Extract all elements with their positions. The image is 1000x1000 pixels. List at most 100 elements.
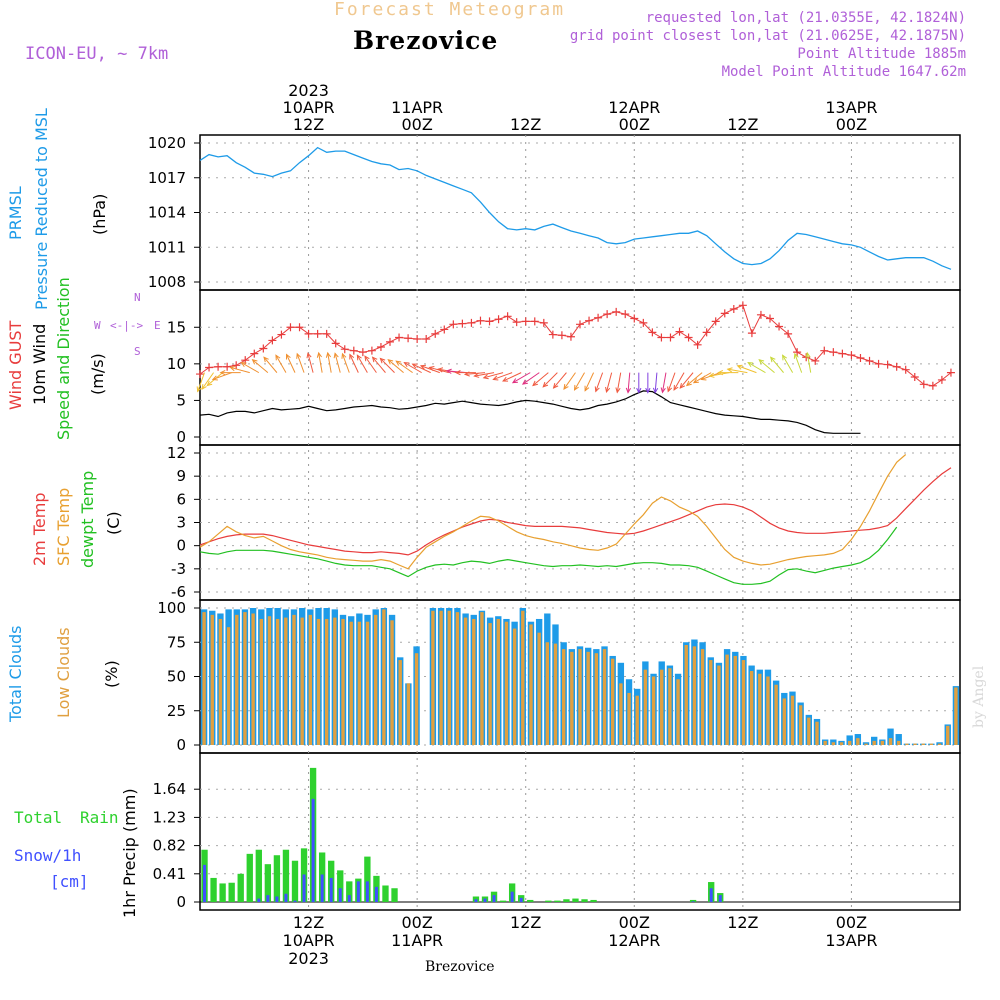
low-cloud-bar: [937, 743, 942, 745]
snow-bar: [311, 798, 315, 902]
gust-marker: [422, 334, 431, 343]
low-cloud-bar: [929, 743, 934, 745]
wind-arrow-head: [521, 379, 528, 385]
gust-marker: [811, 356, 820, 365]
gust-marker: [440, 325, 449, 334]
gust-marker: [322, 329, 331, 338]
model-altitude: Model Point Altitude 1647.62m: [721, 64, 966, 80]
y-tick-label: 1008: [148, 273, 186, 291]
rain-bar: [291, 860, 299, 902]
wind-gust-line: [199, 304, 952, 387]
gust-marker: [259, 344, 268, 353]
wind-direction-arrow: [737, 365, 757, 374]
wind-direction-arrow: [341, 353, 350, 373]
bottom-label: Brezovice: [425, 959, 495, 975]
low-cloud-bar: [692, 646, 697, 745]
gust-marker: [747, 329, 756, 338]
rain-bar: [346, 881, 353, 902]
wind-direction-arrow: [296, 353, 305, 373]
gust-marker: [494, 315, 503, 324]
wind-direction-arrow: [616, 372, 622, 393]
rain-bar: [228, 882, 235, 902]
gust-marker: [892, 362, 901, 371]
low-cloud-bar: [267, 616, 272, 745]
wind-arrow-head: [206, 380, 213, 387]
low-cloud-bar: [897, 740, 901, 745]
snow-bar: [709, 888, 713, 902]
gust-marker: [919, 380, 928, 389]
gust-marker: [313, 329, 322, 338]
low-cloud-bar: [382, 609, 386, 745]
low-cloud-bar: [447, 610, 451, 745]
y-tick-label: -6: [171, 583, 186, 601]
low-cloud-bar: [210, 614, 214, 745]
gust-marker: [386, 337, 394, 346]
y-tick-label: 0: [176, 893, 186, 911]
wind-direction-arrow: [395, 360, 413, 374]
wind-arrow-head: [700, 375, 707, 381]
rain-bar: [282, 849, 290, 902]
gust-marker: [639, 318, 648, 327]
rain-bar: [246, 853, 253, 902]
top-time-label: 00Z: [619, 115, 650, 134]
gust-marker: [603, 310, 612, 319]
wind-direction-arrow: [387, 359, 404, 374]
wind-arrow-head: [782, 354, 788, 361]
wind-direction-arrow: [327, 352, 332, 373]
wind-arrow-head: [793, 352, 799, 359]
y-tick-label: 5: [176, 391, 186, 409]
wind-arrow-head: [201, 383, 207, 390]
low-cloud-bar: [635, 695, 639, 745]
wind-arrow-head: [473, 372, 480, 378]
wind-direction-arrow: [782, 355, 794, 373]
gust-marker: [910, 373, 919, 382]
wind-arrow-head: [445, 368, 452, 374]
wind-direction-arrow: [230, 366, 250, 374]
wind-direction-arrow: [512, 372, 531, 384]
gust-marker: [793, 348, 802, 357]
low-cloud-bar: [406, 683, 411, 745]
low-cloud-bar: [292, 614, 296, 745]
wind-arrow-head: [573, 384, 579, 391]
wind-direction-arrow: [595, 372, 604, 392]
snow-bar: [257, 898, 261, 902]
gust-marker: [766, 314, 774, 323]
wind-direction-arrow: [404, 362, 422, 374]
gust-marker: [467, 318, 476, 327]
gust-marker: [340, 345, 349, 354]
snow-bar: [492, 895, 496, 902]
rain-bar: [572, 898, 579, 902]
wind-direction-arrow: [307, 353, 314, 373]
wind-direction-arrow: [673, 372, 685, 391]
low-cloud-bar: [316, 618, 321, 745]
top-time-label: 13APR: [825, 98, 877, 117]
snow-bar: [275, 896, 279, 902]
wind-arrow-head: [356, 354, 362, 361]
pressure-line: [199, 146, 952, 270]
top-time-label: 12Z: [293, 115, 324, 134]
gust-marker: [865, 356, 874, 365]
rain-bar: [237, 873, 244, 902]
snow-bar: [203, 864, 207, 902]
gust-marker: [286, 323, 295, 332]
gust-marker: [566, 332, 575, 341]
bottom-time-label: 10APR: [283, 931, 335, 950]
gust-marker: [729, 304, 738, 313]
bottom-time-label: 2023: [288, 949, 329, 968]
model-label: ICON-EU, ~ 7km: [25, 44, 169, 64]
gust-marker: [205, 363, 214, 372]
bottom-time-label: 00Z: [619, 913, 650, 932]
wind-arrow-head: [625, 387, 632, 394]
wind-arrow-head: [511, 378, 518, 384]
low-cloud-bar: [823, 740, 827, 745]
rain-bar: [499, 900, 507, 902]
wind-arrow-head: [769, 356, 776, 363]
snow-bar: [284, 893, 288, 902]
wind-arrow-head: [667, 386, 673, 393]
y-tick-label: 0: [176, 537, 186, 555]
gust-marker: [883, 360, 892, 369]
rain-bar: [273, 855, 281, 902]
y-tick-label: 1.64: [153, 780, 186, 798]
wind-direction-arrow: [349, 354, 359, 373]
low-cloud-bar: [390, 620, 394, 745]
